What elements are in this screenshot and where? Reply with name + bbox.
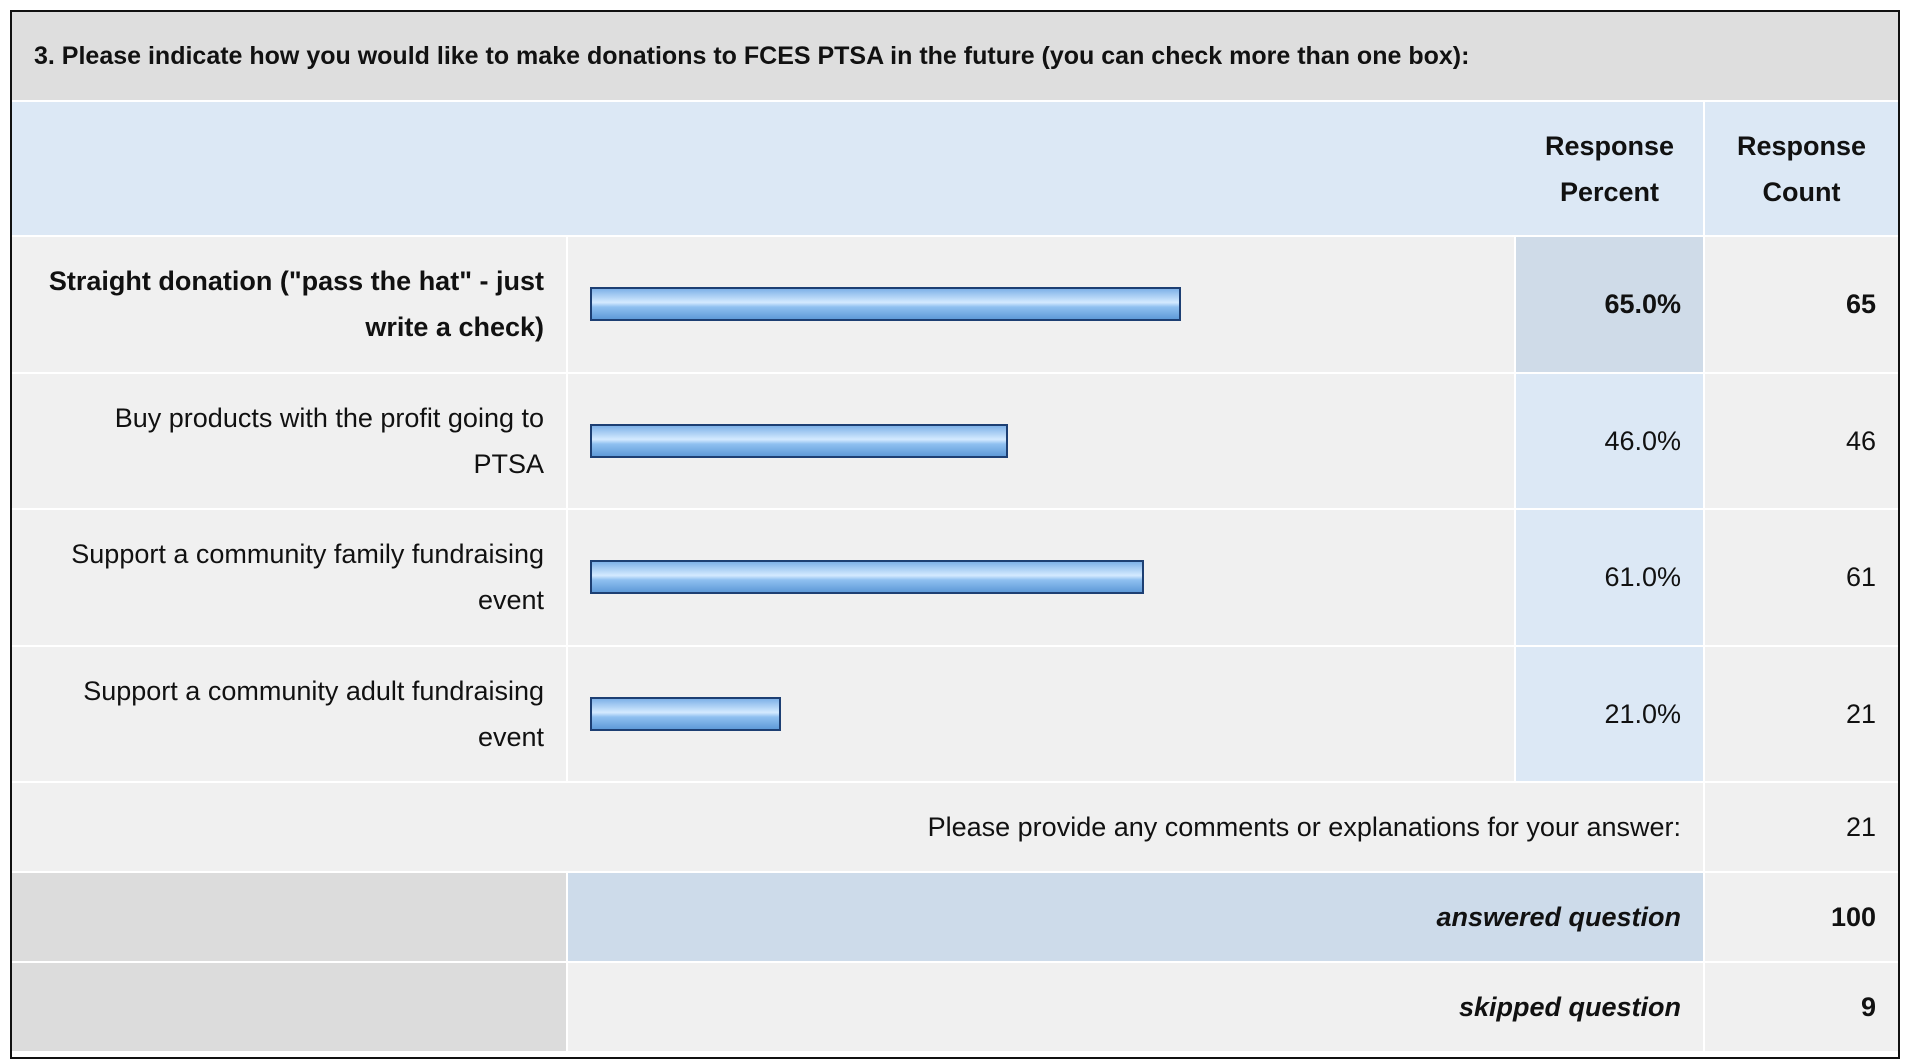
row-label: Buy products with the profit going to PT… <box>12 373 566 508</box>
answered-count: 100 <box>1705 873 1898 961</box>
bar <box>590 287 1181 322</box>
bar <box>590 423 1009 458</box>
row-count: 65 <box>1705 237 1898 372</box>
comments-count: 21 <box>1705 783 1898 871</box>
header-percent: Response Percent <box>1516 102 1703 235</box>
answered-blank <box>12 873 566 961</box>
survey-table: 3. Please indicate how you would like to… <box>10 10 1900 1059</box>
row-count: 61 <box>1705 510 1898 645</box>
row-percent: 46.0% <box>1516 373 1703 508</box>
row-label: Support a community adult fundraising ev… <box>12 646 566 781</box>
header-blank <box>12 102 1516 235</box>
skipped-label: skipped question <box>568 963 1703 1051</box>
row-count: 46 <box>1705 373 1898 508</box>
bar-cell <box>568 373 1514 508</box>
row-percent: 61.0% <box>1516 510 1703 645</box>
bar <box>590 696 781 731</box>
row-percent: 65.0% <box>1516 237 1703 372</box>
bar-cell <box>568 510 1514 645</box>
bar-cell <box>568 237 1514 372</box>
row-count: 21 <box>1705 646 1898 781</box>
answered-label: answered question <box>568 873 1703 961</box>
skipped-count: 9 <box>1705 963 1898 1051</box>
question-title: 3. Please indicate how you would like to… <box>12 12 1898 100</box>
bar <box>590 560 1145 595</box>
bar-cell <box>568 646 1514 781</box>
row-label: Support a community family fundraising e… <box>12 510 566 645</box>
skipped-blank <box>12 963 566 1051</box>
comments-label: Please provide any comments or explanati… <box>12 783 1703 871</box>
row-label: Straight donation ("pass the hat" - just… <box>12 237 566 372</box>
row-percent: 21.0% <box>1516 646 1703 781</box>
header-count: Response Count <box>1705 102 1898 235</box>
